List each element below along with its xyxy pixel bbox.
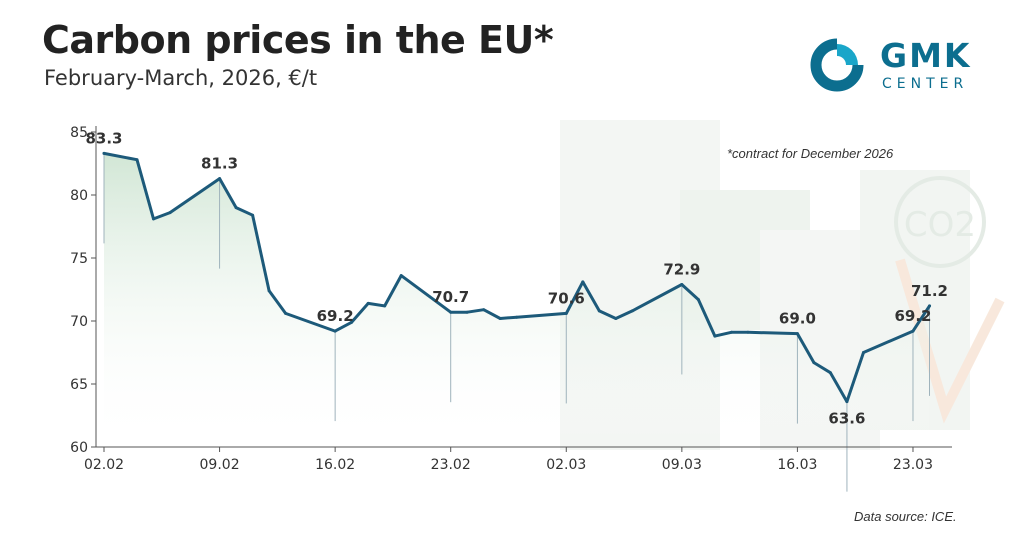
x-tick-label: 02.03 (546, 457, 586, 473)
data-label: 69.2 (317, 307, 354, 325)
data-point (449, 310, 453, 314)
data-point (399, 274, 403, 278)
data-point (862, 351, 865, 354)
data-label: 63.6 (828, 410, 865, 428)
data-label: 70.6 (548, 289, 585, 307)
data-point (795, 332, 799, 336)
gmk-center-logo: GMK CENTER (808, 36, 998, 96)
data-point (845, 400, 849, 404)
data-label: 72.9 (663, 260, 700, 278)
data-point (218, 177, 222, 181)
y-tick-label: 85 (70, 125, 88, 141)
data-point (713, 334, 717, 338)
data-point (152, 217, 155, 221)
data-point (581, 280, 585, 284)
data-point (350, 320, 354, 324)
series-line (102, 151, 931, 404)
y-tick-label: 60 (70, 440, 88, 456)
x-tick-label: 02.02 (84, 457, 124, 473)
gmk-logo-icon (810, 36, 866, 92)
y-tick-label: 75 (70, 251, 88, 267)
data-label: 71.2 (911, 282, 948, 300)
data-point (812, 361, 816, 365)
data-point (597, 309, 601, 313)
data-point (251, 213, 255, 217)
chart-subtitle: February-March, 2026, €/t (44, 66, 318, 90)
data-point (928, 304, 931, 308)
svg-text:CO2: CO2 (904, 205, 976, 245)
x-tick-label: 16.03 (777, 457, 817, 473)
x-tick-label: 09.03 (662, 457, 702, 473)
series-area (104, 153, 930, 447)
data-point (746, 330, 750, 334)
data-point (102, 151, 106, 155)
data-point (168, 211, 172, 215)
data-point (135, 158, 139, 162)
data-label: 69.0 (779, 310, 816, 328)
data-point (498, 317, 502, 320)
y-tick-label: 70 (70, 314, 88, 330)
data-point (680, 283, 684, 286)
data-point (234, 206, 238, 210)
chart-title: Carbon prices in the EU* (42, 18, 554, 62)
contract-footnote: *contract for December 2026 (727, 146, 894, 161)
data-point (333, 329, 337, 333)
y-tick-label: 80 (70, 188, 88, 204)
data-point (482, 308, 486, 312)
data-point (911, 329, 915, 333)
data-label: 81.3 (201, 155, 238, 173)
data-point (515, 315, 519, 319)
data-point (696, 298, 700, 302)
data-label: 69.2 (894, 307, 931, 325)
data-point (614, 317, 618, 320)
data-point (267, 289, 271, 293)
y-tick-label: 65 (70, 377, 88, 393)
logo-subtitle: CENTER (882, 76, 969, 92)
data-point (564, 311, 568, 315)
data-point (366, 301, 370, 305)
data-point (284, 311, 288, 315)
data-point (828, 371, 832, 375)
data-point (383, 304, 387, 308)
logo-name: GMK (880, 36, 972, 75)
x-tick-label: 23.02 (431, 457, 471, 473)
x-tick-label: 16.02 (315, 457, 355, 473)
data-point (729, 330, 733, 334)
x-tick-label: 23.03 (893, 457, 933, 473)
data-label: 83.3 (85, 129, 122, 147)
data-point (465, 310, 469, 314)
data-source-note: Data source: ICE. (854, 509, 957, 524)
data-label: 70.7 (432, 288, 469, 306)
x-tick-label: 09.02 (200, 457, 240, 473)
data-point (630, 309, 634, 313)
